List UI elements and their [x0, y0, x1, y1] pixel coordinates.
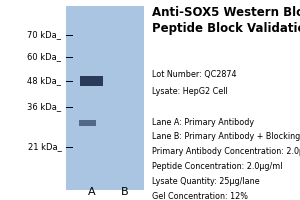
Text: Lysate Quantity: 25μg/lane: Lysate Quantity: 25μg/lane — [152, 177, 259, 186]
Text: 36 kDa_: 36 kDa_ — [27, 102, 62, 112]
Bar — [66, 6, 144, 190]
Text: Lane A: Primary Antibody: Lane A: Primary Antibody — [152, 118, 254, 127]
Text: Anti-SOX5 Western Blot &
Peptide Block Validation: Anti-SOX5 Western Blot & Peptide Block V… — [152, 6, 300, 35]
Text: Lot Number: QC2874: Lot Number: QC2874 — [152, 70, 236, 79]
Text: Lane B: Primary Antibody + Blocking Peptide: Lane B: Primary Antibody + Blocking Pept… — [152, 132, 300, 141]
Text: A: A — [88, 187, 95, 197]
Text: 60 kDa_: 60 kDa_ — [28, 52, 62, 62]
Text: 70 kDa_: 70 kDa_ — [28, 30, 62, 40]
Text: 48 kDa_: 48 kDa_ — [28, 76, 62, 86]
Text: Peptide Concentration: 2.0μg/ml: Peptide Concentration: 2.0μg/ml — [152, 162, 282, 171]
Bar — [79, 120, 96, 126]
Text: Lysate: HepG2 Cell: Lysate: HepG2 Cell — [152, 87, 227, 96]
Text: Primary Antibody Concentration: 2.0μg/ml: Primary Antibody Concentration: 2.0μg/ml — [152, 147, 300, 156]
Text: B: B — [121, 187, 128, 197]
Text: 21 kDa_: 21 kDa_ — [28, 142, 62, 152]
Text: Gel Concentration: 12%: Gel Concentration: 12% — [152, 192, 248, 200]
Bar — [80, 76, 103, 86]
